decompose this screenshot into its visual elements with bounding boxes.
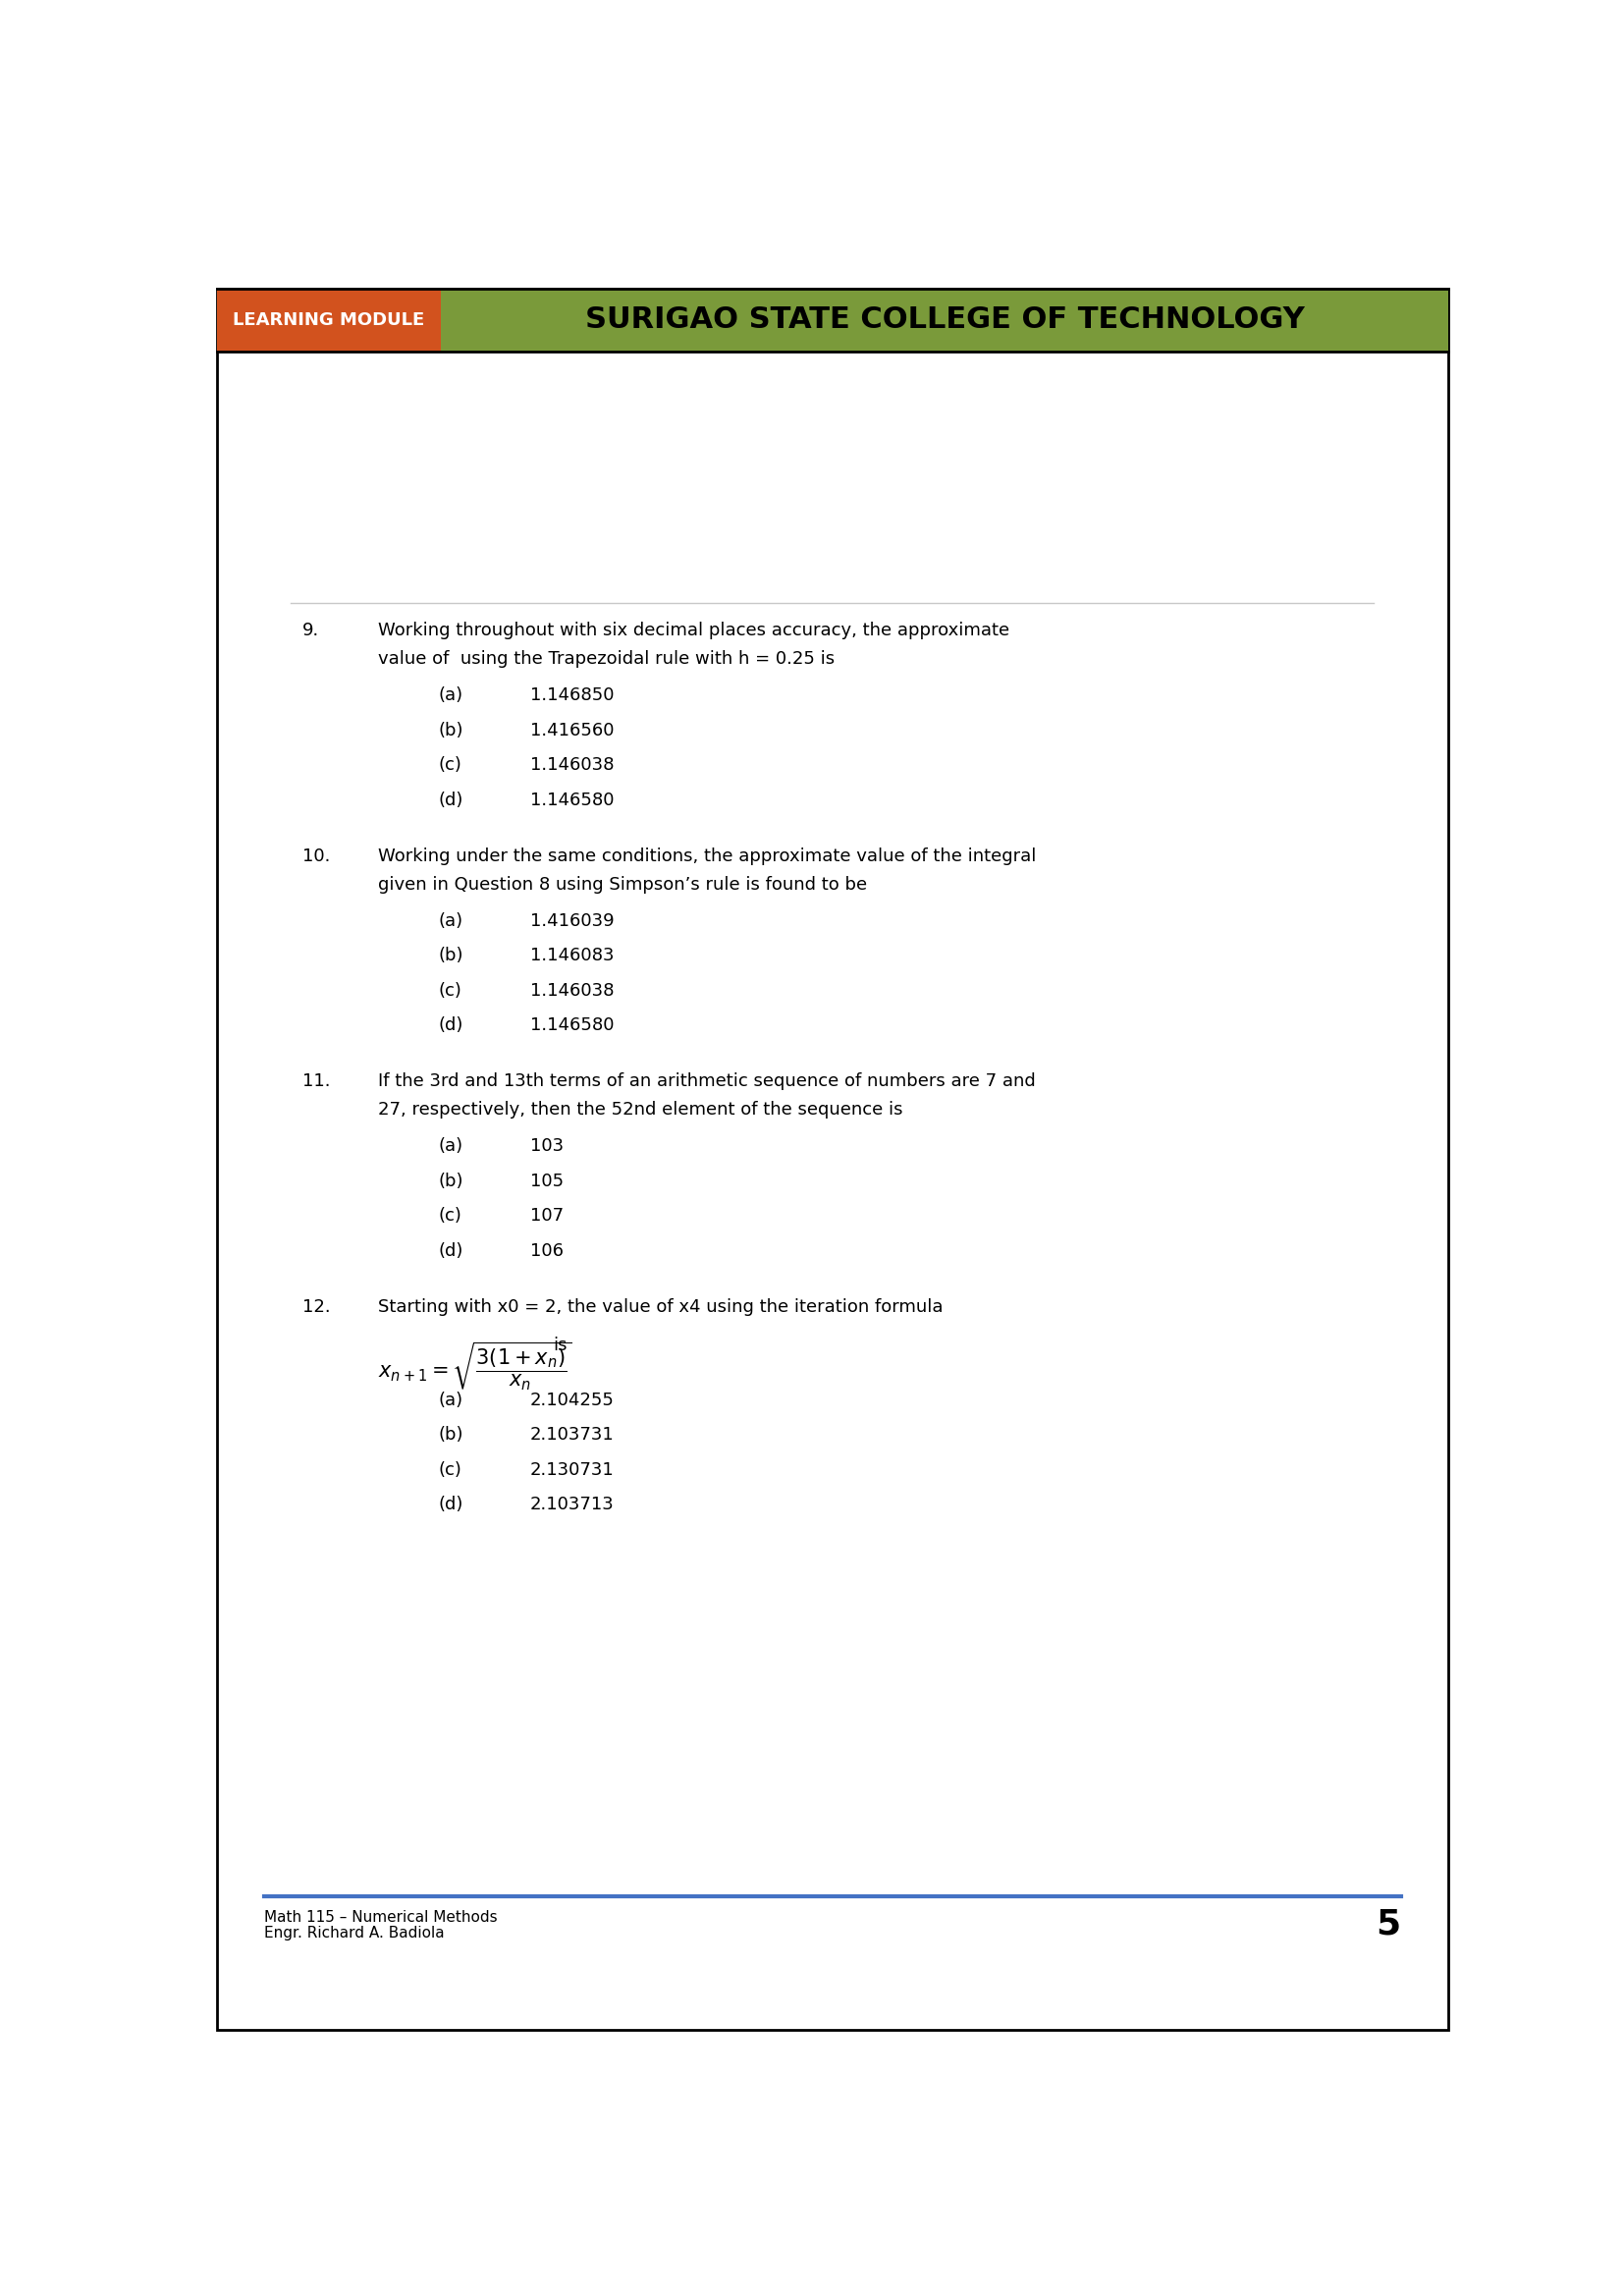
Text: $x_{n+1} = \sqrt{\dfrac{3(1+x_n)}{x_n}}$: $x_{n+1} = \sqrt{\dfrac{3(1+x_n)}{x_n}}$ [378, 1341, 572, 1391]
Text: LEARNING MODULE: LEARNING MODULE [234, 312, 425, 328]
Text: 2.130731: 2.130731 [529, 1460, 614, 1479]
Text: value of  using the Trapezoidal rule with h = 0.25 is: value of using the Trapezoidal rule with… [378, 650, 835, 668]
Text: 1.146580: 1.146580 [529, 792, 614, 808]
Text: If the 3rd and 13th terms of an arithmetic sequence of numbers are 7 and: If the 3rd and 13th terms of an arithmet… [378, 1072, 1036, 1091]
Bar [442, 289, 1449, 351]
Text: 1.146038: 1.146038 [529, 755, 614, 774]
Text: (a): (a) [438, 1137, 463, 1155]
Text: (d): (d) [438, 1017, 464, 1033]
Text: (b): (b) [438, 1173, 464, 1189]
Text: SURIGAO STATE COLLEGE OF TECHNOLOGY: SURIGAO STATE COLLEGE OF TECHNOLOGY [585, 305, 1304, 335]
Text: 10.: 10. [302, 847, 330, 866]
Text: 2.104255: 2.104255 [529, 1391, 614, 1410]
Text: (b): (b) [438, 721, 464, 739]
Text: 5: 5 [1376, 1908, 1402, 1940]
Text: (a): (a) [438, 687, 463, 705]
Text: 2.103731: 2.103731 [529, 1426, 614, 1444]
Text: 1.146038: 1.146038 [529, 983, 614, 999]
Text: 1.146850: 1.146850 [529, 687, 614, 705]
Text: (a): (a) [438, 912, 463, 930]
Text: (d): (d) [438, 792, 464, 808]
Text: 9.: 9. [302, 622, 318, 641]
Text: 103: 103 [529, 1137, 564, 1155]
Bar [216, 289, 442, 351]
Text: 107: 107 [529, 1208, 564, 1224]
Text: (d): (d) [438, 1242, 464, 1261]
Text: Working under the same conditions, the approximate value of the integral: Working under the same conditions, the a… [378, 847, 1036, 866]
Text: 106: 106 [529, 1242, 564, 1261]
Text: 1.416560: 1.416560 [529, 721, 614, 739]
Text: 27, respectively, then the 52nd element of the sequence is: 27, respectively, then the 52nd element … [378, 1102, 903, 1118]
Text: 105: 105 [529, 1173, 564, 1189]
Text: Working throughout with six decimal places accuracy, the approximate: Working throughout with six decimal plac… [378, 622, 1010, 641]
Text: 2.103713: 2.103713 [529, 1497, 614, 1513]
Text: 1.146580: 1.146580 [529, 1017, 614, 1033]
Text: Engr. Richard A. Badiola: Engr. Richard A. Badiola [263, 1926, 445, 1940]
Text: (b): (b) [438, 1426, 464, 1444]
Text: is: is [554, 1336, 567, 1355]
Text: (c): (c) [438, 755, 463, 774]
Text: Starting with x0 = 2, the value of x4 using the iteration formula: Starting with x0 = 2, the value of x4 us… [378, 1297, 944, 1316]
Text: given in Question 8 using Simpson’s rule is found to be: given in Question 8 using Simpson’s rule… [378, 875, 867, 893]
Text: 1.146083: 1.146083 [529, 946, 614, 964]
Text: 1.416039: 1.416039 [529, 912, 614, 930]
Text: (a): (a) [438, 1391, 463, 1410]
Text: (c): (c) [438, 983, 463, 999]
Text: (d): (d) [438, 1497, 464, 1513]
Text: (c): (c) [438, 1460, 463, 1479]
Text: 11.: 11. [302, 1072, 330, 1091]
Text: Math 115 – Numerical Methods: Math 115 – Numerical Methods [263, 1910, 497, 1924]
Text: (b): (b) [438, 946, 464, 964]
Text: 12.: 12. [302, 1297, 330, 1316]
Text: (c): (c) [438, 1208, 463, 1224]
